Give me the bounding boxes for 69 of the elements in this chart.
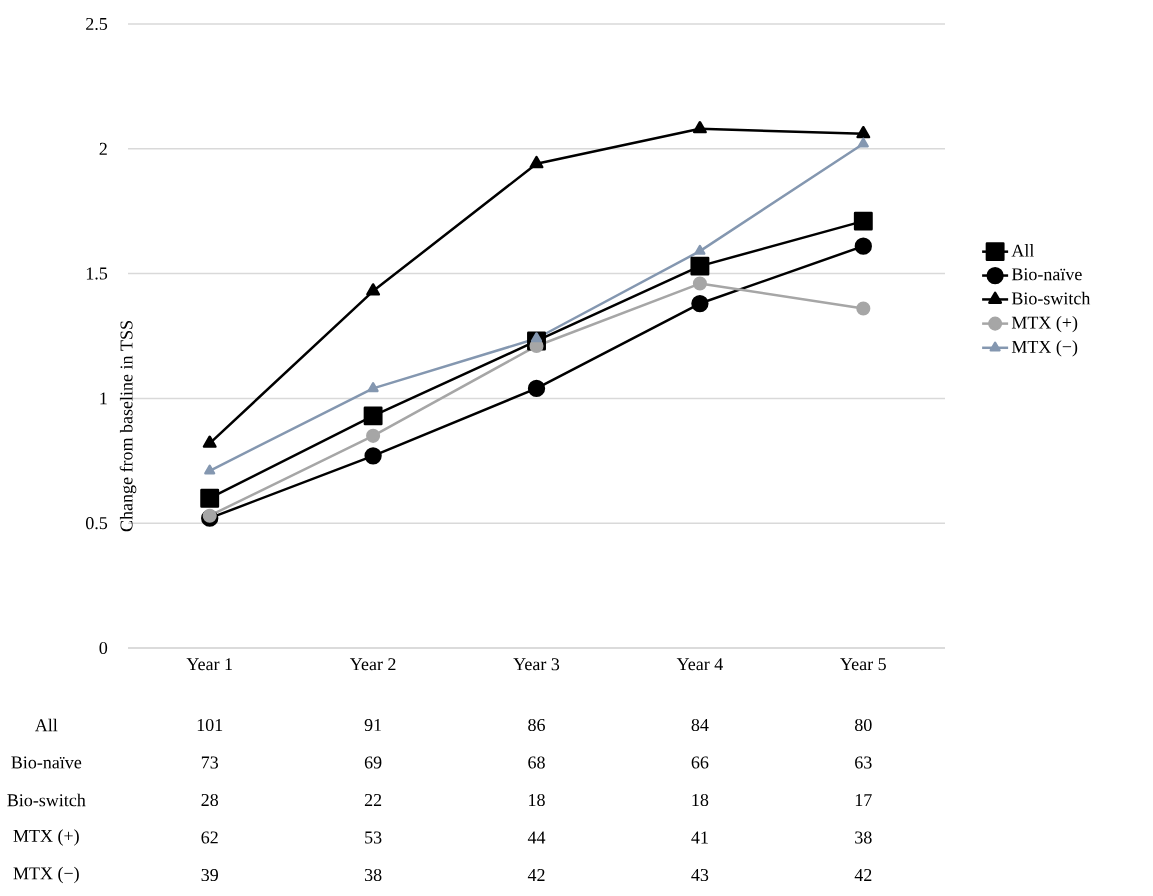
point: [690, 256, 710, 276]
y-tick-label: 0.5: [86, 517, 108, 530]
point: [366, 428, 381, 443]
text: 101: [197, 718, 223, 732]
text: 17: [855, 794, 872, 806]
x-tick-label: Year 4: [676, 658, 723, 671]
text: 38: [855, 831, 872, 844]
text: 18: [692, 793, 709, 807]
text: 18: [529, 793, 545, 807]
y-tick-label: 1.5: [86, 267, 108, 280]
point: [202, 508, 217, 523]
text: 22: [364, 794, 382, 806]
text: All: [34, 718, 58, 732]
point: [692, 276, 707, 291]
text: Bio-naïve: [11, 756, 82, 769]
legend-label: Bio-naïve: [1011, 268, 1082, 281]
text: 69: [364, 756, 382, 769]
point: [364, 447, 382, 465]
text: 63: [855, 756, 872, 769]
point: [529, 155, 544, 169]
text: MTX (+): [13, 829, 79, 846]
text: 68: [528, 756, 545, 769]
y-axis-title: Change from baseline in TSS: [119, 321, 137, 532]
point: [853, 211, 873, 231]
text: 44: [527, 831, 546, 844]
text: 66: [691, 756, 709, 769]
point: [856, 125, 871, 139]
point: [200, 488, 220, 508]
text: 43: [691, 868, 709, 882]
y-tick-label: 0: [99, 641, 108, 655]
point: [856, 301, 871, 316]
point: [691, 294, 709, 313]
text: Bio-switch: [7, 793, 86, 807]
text: 84: [691, 718, 709, 732]
text: 39: [201, 868, 218, 882]
x-tick-label: Year 1: [186, 658, 232, 671]
text: MTX (−): [13, 866, 79, 884]
text: 80: [855, 718, 872, 732]
legend-label: Bio-switch: [1011, 291, 1091, 305]
legend-label: MTX (+): [1011, 316, 1078, 333]
point: [692, 120, 707, 134]
point: [527, 379, 546, 398]
point: [857, 137, 869, 148]
text: 41: [691, 831, 708, 844]
x-tick-label: Year 3: [513, 658, 560, 671]
text: 38: [364, 868, 382, 882]
text: 53: [365, 831, 382, 844]
legend-label: All: [1011, 244, 1035, 257]
point: [366, 283, 381, 296]
text: 62: [201, 831, 218, 844]
point: [363, 406, 383, 426]
point: [367, 382, 379, 393]
text: 86: [528, 718, 545, 732]
y-tick-label: 1: [100, 392, 107, 405]
text: 28: [201, 793, 219, 807]
y-tick-label: 2.5: [86, 17, 108, 31]
text: 91: [364, 718, 382, 732]
point: [202, 435, 217, 448]
point: [854, 237, 872, 255]
point: [204, 464, 216, 475]
x-tick-label: Year 2: [349, 658, 396, 671]
legend-label: MTX (−): [1011, 340, 1078, 357]
text: 73: [201, 756, 219, 769]
point: [694, 244, 706, 255]
x-tick-label: Year 5: [840, 658, 886, 671]
text: 42: [854, 869, 872, 881]
point: [530, 332, 543, 343]
y-tick-label: 2: [99, 142, 107, 155]
text: 42: [527, 869, 545, 881]
